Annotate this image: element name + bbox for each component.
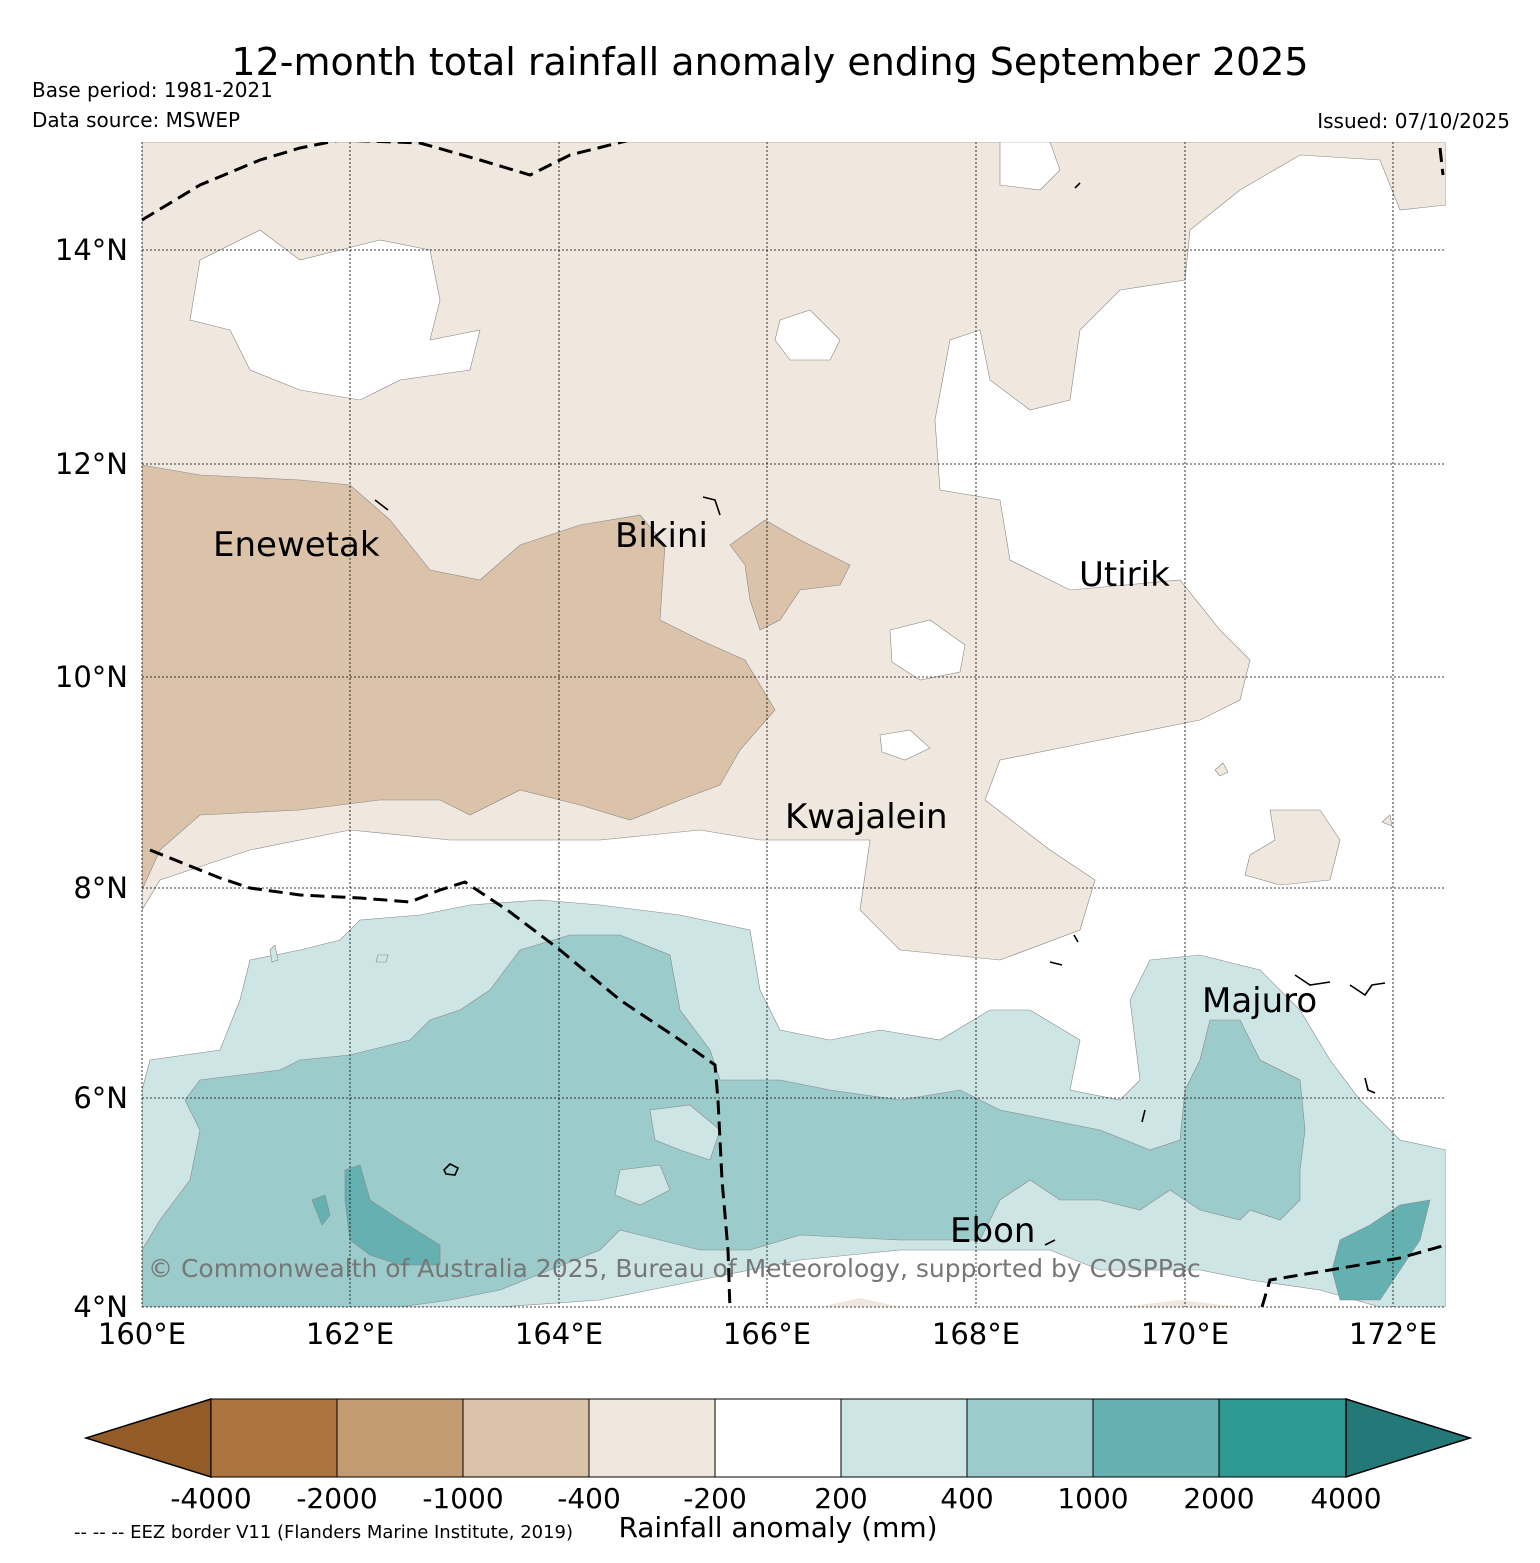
colorbar-segment [462, 1398, 590, 1478]
colorbar-segment [210, 1398, 338, 1478]
lat-tick: 4°N [73, 1290, 128, 1324]
colorbar-segment [1092, 1398, 1220, 1478]
eez-legend-note: -- -- -- EEZ border V11 (Flanders Marine… [74, 1522, 574, 1543]
anomaly-region-wet [142, 934, 1306, 1307]
colorbar-extend-left [83, 1397, 212, 1479]
graticule [141, 142, 1446, 1308]
anomaly-hole-2 [774, 309, 841, 361]
lon-tick: 170°E [1141, 1317, 1229, 1351]
colorbar-extend-right [1345, 1397, 1473, 1479]
longitude-ticks: 160°E 162°E 164°E 166°E 168°E 170°E 172°… [98, 1317, 1437, 1351]
colorbar-label: Rainfall anomaly (mm) [618, 1511, 938, 1544]
lon-tick: 166°E [723, 1317, 811, 1351]
issued-date: Issued: 07/10/2025 [1317, 109, 1510, 133]
anomaly-hole-teal [614, 1104, 721, 1206]
colorbar-tick: -1000 [422, 1482, 503, 1515]
lat-tick: 6°N [73, 1081, 128, 1115]
lat-tick: 14°N [55, 233, 128, 267]
data-source: Data source: MSWEP [32, 108, 241, 132]
copyright-notice: © Commonwealth of Australia 2025, Bureau… [148, 1254, 1201, 1283]
speckle [269, 944, 389, 963]
lon-tick: 160°E [98, 1317, 186, 1351]
place-labels: Enewetak Bikini Utirik Kwajalein Majuro … [213, 516, 1317, 1251]
anomaly-region-dry [142, 464, 776, 891]
lon-tick: 164°E [515, 1317, 603, 1351]
place-label-bikini: Bikini [615, 516, 708, 556]
colorbar-tick: 4000 [1310, 1482, 1381, 1515]
place-label-kwajalein: Kwajalein [785, 797, 948, 837]
place-label-utirik: Utirik [1079, 555, 1170, 595]
colorbar-tick: 1000 [1057, 1482, 1128, 1515]
anomaly-region-very-wet-2 [311, 1194, 331, 1226]
colorbar: -4000 -2000 -1000 -400 -200 200 400 1000… [83, 1397, 1473, 1515]
colorbar-tick: -2000 [296, 1482, 377, 1515]
place-label-ebon: Ebon [950, 1211, 1035, 1251]
lat-tick: 10°N [55, 660, 128, 694]
colorbar-segment [588, 1398, 716, 1478]
speckle-tan [1214, 762, 1393, 886]
lat-tick: 12°N [55, 447, 128, 481]
colorbar-tick: -400 [557, 1482, 621, 1515]
colorbar-segment [336, 1398, 464, 1478]
lon-tick: 162°E [306, 1317, 394, 1351]
colorbar-segment [714, 1398, 842, 1478]
rainfall-anomaly-field [142, 142, 1446, 1307]
colorbar-tick: 400 [940, 1482, 993, 1515]
lon-tick: 168°E [932, 1317, 1020, 1351]
atoll-outlines [374, 182, 1386, 1246]
anomaly-hole-5 [999, 142, 1061, 191]
lon-tick: 172°E [1349, 1317, 1437, 1351]
place-label-enewetak: Enewetak [213, 525, 380, 565]
colorbar-tick: 2000 [1183, 1482, 1254, 1515]
place-label-majuro: Majuro [1202, 981, 1317, 1021]
anomaly-hole-4 [879, 729, 931, 761]
anomaly-region-very-wet [344, 1164, 441, 1266]
map-title: 12-month total rainfall anomaly ending S… [231, 40, 1309, 84]
colorbar-segment [1218, 1398, 1347, 1478]
colorbar-tick: -200 [683, 1482, 747, 1515]
latitude-ticks: 14°N 12°N 10°N 8°N 6°N 4°N [55, 233, 128, 1324]
colorbar-segment [840, 1398, 968, 1478]
eez-border [142, 142, 1446, 1307]
lat-tick: 8°N [73, 871, 128, 905]
anomaly-hole-3 [889, 619, 966, 681]
colorbar-tick: -4000 [170, 1482, 251, 1515]
base-period: Base period: 1981-2021 [32, 78, 273, 102]
anomaly-region-light-dry-south [820, 1298, 1240, 1307]
colorbar-segment [966, 1398, 1094, 1478]
anomaly-region-dry-2 [729, 519, 851, 631]
colorbar-tick: 200 [814, 1482, 867, 1515]
